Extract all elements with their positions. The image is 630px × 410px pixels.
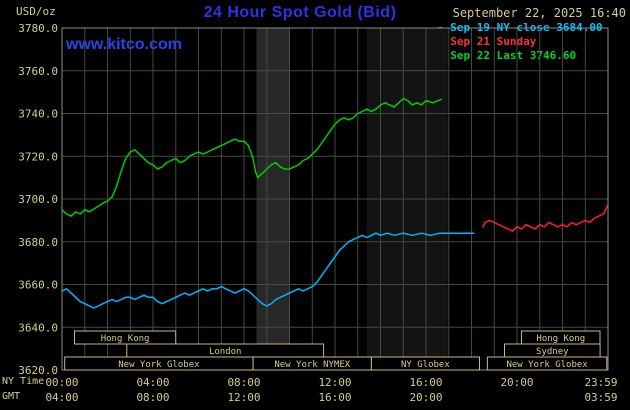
y-tick-3660: 3660.0 bbox=[18, 279, 58, 292]
x-tick-gmt-16:00: 16:00 bbox=[318, 391, 351, 404]
session-box-ny-globex bbox=[370, 356, 480, 371]
x-tick-ny-08:00: 08:00 bbox=[227, 376, 260, 389]
x-tick-ny-00:00: 00:00 bbox=[45, 376, 78, 389]
y-tick-3700: 3700.0 bbox=[18, 193, 58, 206]
series-line-sep22-last bbox=[61, 97, 442, 217]
x-tick-gmt-12:00: 12:00 bbox=[227, 391, 260, 404]
x-tick-gmt-03:59: 03:59 bbox=[584, 391, 617, 404]
y-tick-3620: 3620.0 bbox=[18, 364, 58, 377]
session-label-london: London bbox=[209, 347, 242, 357]
x-tick-ny-16:00: 16:00 bbox=[409, 376, 442, 389]
datetime-label: September 22, 2025 16:40 bbox=[452, 6, 626, 20]
series-line-sep21-sunday bbox=[482, 204, 609, 232]
page-title: 24 Hour Spot Gold (Bid) bbox=[203, 4, 397, 21]
y-tick-3640: 3640.0 bbox=[18, 321, 58, 334]
session-box-new-york-globex-2 bbox=[486, 356, 608, 371]
y-tick-3780: 3780.0 bbox=[18, 22, 58, 35]
x-tick-ny-20:00: 20:00 bbox=[500, 376, 533, 389]
gmt-axis-label: GMT bbox=[2, 391, 21, 402]
x-tick-gmt-08:00: 08:00 bbox=[136, 391, 169, 404]
session-label-new-york-nymex: New York NYMEX bbox=[274, 360, 350, 370]
session-box-hong-kong-early bbox=[74, 330, 177, 345]
ny-time-axis-label: NY Time bbox=[2, 376, 45, 387]
x-tick-ny-12:00: 12:00 bbox=[318, 376, 351, 389]
session-label-hong-kong-early: Hong Kong bbox=[101, 334, 150, 344]
series-line-sep19-ny-close bbox=[61, 232, 475, 309]
units-label: USD/oz bbox=[16, 5, 56, 18]
session-label-sydney: Sydney bbox=[536, 347, 569, 357]
x-tick-ny-04:00: 04:00 bbox=[136, 376, 169, 389]
x-tick-gmt-04:00: 04:00 bbox=[45, 391, 78, 404]
session-label-new-york-globex-1: New York Globex bbox=[118, 360, 200, 370]
y-tick-3740: 3740.0 bbox=[18, 108, 58, 121]
session-label-hong-kong-late: Hong Kong bbox=[536, 334, 585, 344]
y-tick-3760: 3760.0 bbox=[18, 65, 58, 78]
session-label-ny-globex: NY Globex bbox=[401, 360, 450, 370]
y-tick-3680: 3680.0 bbox=[18, 236, 58, 249]
legend-item-sep21-sunday: - Sep 21 Sunday bbox=[437, 35, 537, 48]
x-tick-gmt-20:00: 20:00 bbox=[409, 391, 442, 404]
session-label-new-york-globex-2: New York Globex bbox=[506, 360, 588, 370]
x-tick-ny-23:59: 23:59 bbox=[584, 376, 617, 389]
y-tick-3720: 3720.0 bbox=[18, 150, 58, 163]
